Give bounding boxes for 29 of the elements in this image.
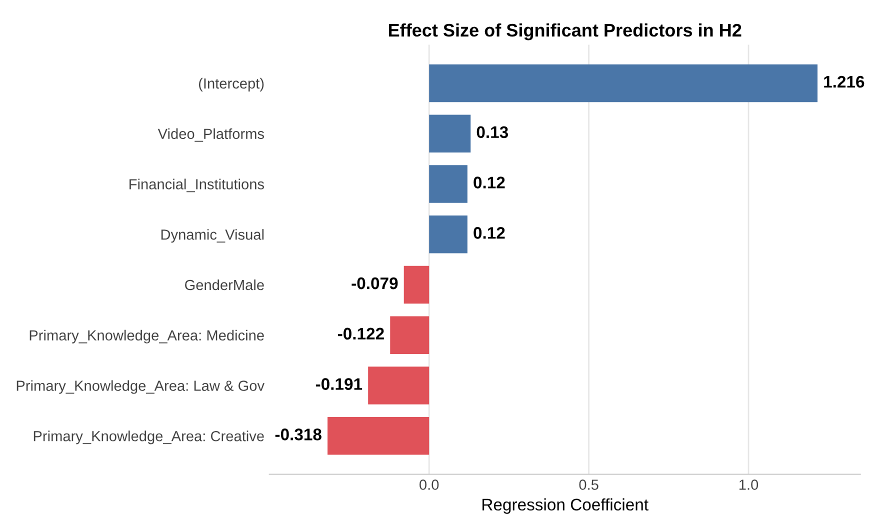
y-tick-label: Primary_Knowledge_Area: Creative [34,430,264,444]
x-tick-label: 0.0 [420,480,439,490]
bar [368,366,430,404]
y-tick-label: GenderMale [185,279,264,290]
bar [429,215,468,254]
y-tick-label: (Intercept) [198,78,264,92]
chart-title: Effect Size of Significant Predictors in H2 [388,23,742,40]
y-tick-label: Primary_Knowledge_Area: Medicine [30,330,264,344]
data-label: -0.318 [275,428,322,440]
bar [328,416,430,455]
y-tick-label: Primary_Knowledge_Area: Law & Gov [16,380,264,394]
data-label: 0.12 [474,227,505,239]
data-label: -0.191 [316,378,362,390]
bar [390,316,430,354]
data-label: 0.12 [474,176,505,188]
bar [404,266,430,304]
y-tick-label: Dynamic_Visual [161,229,264,243]
x-tick-label: 1.0 [739,480,758,490]
y-tick-label: Video_Platforms [158,128,264,142]
data-label: -0.122 [338,328,384,340]
data-label: -0.079 [352,277,398,290]
x-axis-title: Regression Coefficient [482,498,648,514]
bar [429,64,818,102]
data-label: 1.216 [824,76,864,88]
x-tick-label: 0.5 [579,480,598,490]
y-tick-label: Financial_Institutions [130,178,264,192]
bar [429,165,468,203]
data-label: 0.13 [476,126,508,138]
bar [429,114,471,152]
